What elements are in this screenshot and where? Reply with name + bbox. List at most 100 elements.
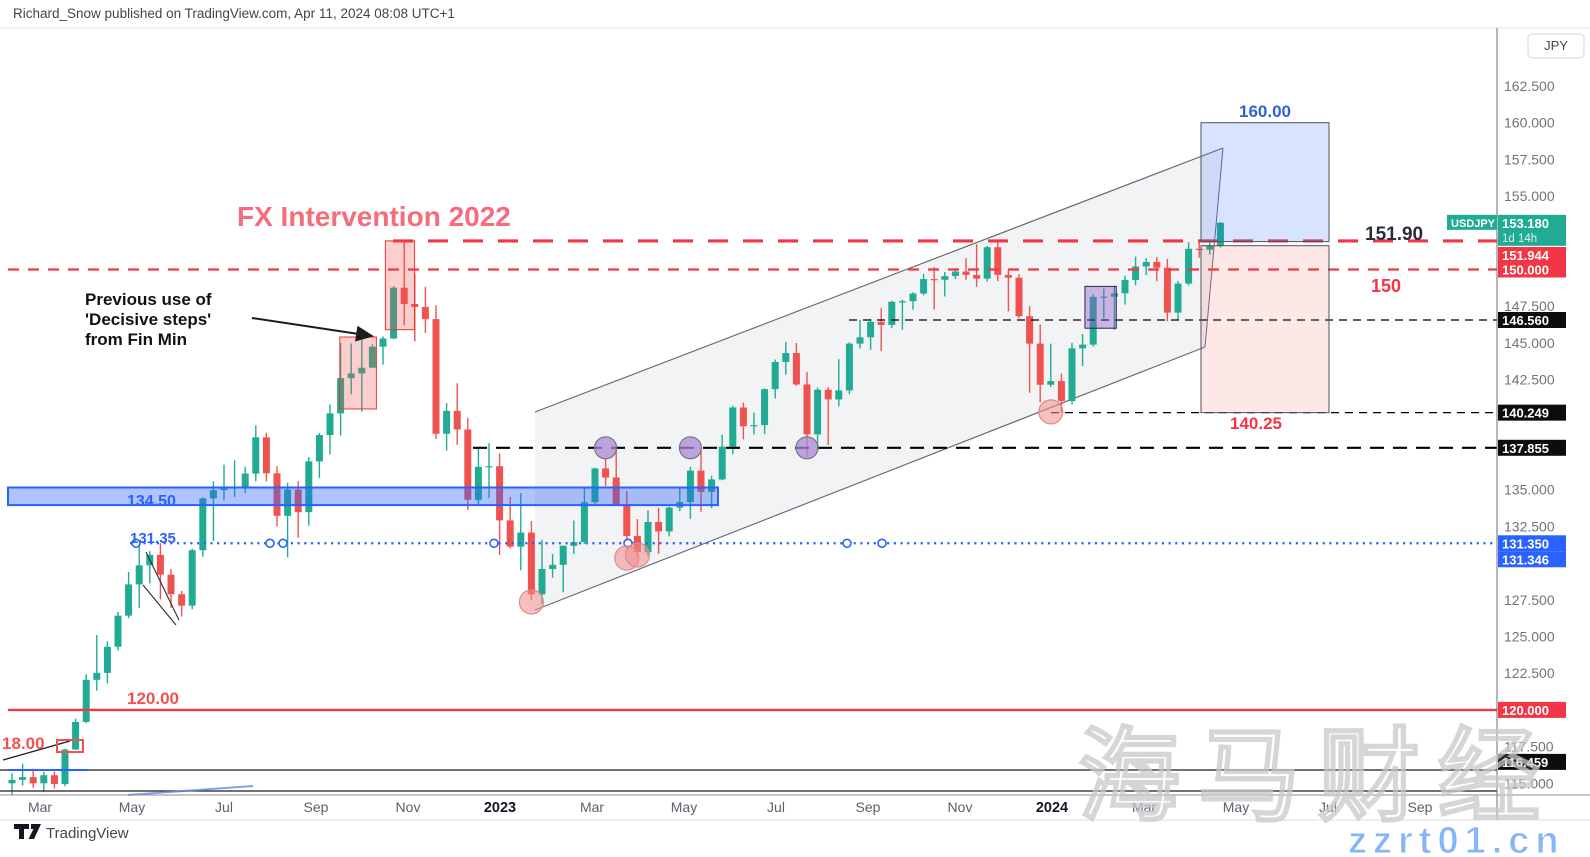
candle[interactable] <box>708 475 716 509</box>
candle[interactable] <box>1163 258 1171 322</box>
candle[interactable] <box>29 768 37 788</box>
candle[interactable] <box>729 405 737 455</box>
candle[interactable] <box>188 548 196 610</box>
candle[interactable] <box>867 318 875 350</box>
candle[interactable] <box>612 446 620 505</box>
purple-touch-circle[interactable] <box>678 436 703 460</box>
candle[interactable] <box>697 449 705 512</box>
candle[interactable] <box>358 329 366 412</box>
candle[interactable] <box>1047 343 1055 388</box>
candle[interactable] <box>379 336 387 365</box>
candle[interactable] <box>1036 324 1044 403</box>
candle[interactable] <box>549 553 557 578</box>
candle[interactable] <box>686 466 694 519</box>
candle[interactable] <box>1216 221 1224 248</box>
candle[interactable] <box>1079 334 1087 367</box>
candle[interactable] <box>125 571 133 619</box>
decisive-note-line1[interactable]: Previous use of <box>85 290 212 309</box>
candle[interactable] <box>877 308 885 352</box>
candle[interactable] <box>432 305 440 439</box>
candle[interactable] <box>1110 285 1118 330</box>
candle[interactable] <box>771 359 779 399</box>
purple-touch-circle[interactable] <box>795 436 819 460</box>
candle[interactable] <box>1004 269 1012 312</box>
candle[interactable] <box>167 568 175 608</box>
candle[interactable] <box>1121 275 1129 305</box>
candle[interactable] <box>368 344 376 368</box>
intervention-box[interactable] <box>384 240 416 331</box>
candle[interactable] <box>824 387 832 445</box>
candle[interactable] <box>761 388 769 434</box>
candle[interactable] <box>941 271 949 297</box>
mini-channel-line[interactable] <box>145 551 180 621</box>
purple-touch-circle[interactable] <box>593 436 618 460</box>
candle[interactable] <box>644 510 652 556</box>
candle[interactable] <box>580 487 588 545</box>
candle[interactable] <box>252 425 260 482</box>
pink-low-circle[interactable] <box>624 542 651 568</box>
currency-button[interactable]: JPY <box>1527 33 1585 59</box>
candle[interactable] <box>1185 242 1193 286</box>
trend-channel-lower-line[interactable] <box>534 346 1206 611</box>
candle[interactable] <box>103 641 111 684</box>
candle[interactable] <box>50 771 58 789</box>
candle[interactable] <box>835 359 843 407</box>
candle[interactable] <box>623 491 631 541</box>
candle[interactable] <box>920 273 928 296</box>
candle[interactable] <box>655 507 663 554</box>
candle[interactable] <box>718 434 726 481</box>
candle[interactable] <box>792 343 800 386</box>
candle[interactable] <box>1132 256 1140 286</box>
candle[interactable] <box>294 481 302 538</box>
level-13135-label[interactable]: 131.35 <box>130 530 176 547</box>
candle[interactable] <box>262 432 270 482</box>
candle[interactable] <box>209 481 217 542</box>
candle[interactable] <box>1015 274 1023 319</box>
candle[interactable] <box>464 417 472 510</box>
candle[interactable] <box>326 404 334 455</box>
price-axis[interactable]: 162.500 160.000 157.500 155.000 147.500 145.0… <box>1447 78 1566 791</box>
target-160-label[interactable]: 160.00 <box>1239 102 1291 121</box>
candle[interactable] <box>1174 281 1182 320</box>
level-150-label[interactable]: 150 <box>1371 276 1401 296</box>
zone-13450-label[interactable]: 134.50 <box>127 493 176 510</box>
candle[interactable] <box>135 544 143 608</box>
candle[interactable] <box>8 773 16 795</box>
candle[interactable] <box>93 635 101 691</box>
tradingview-logo[interactable]: TradingView <box>14 824 129 842</box>
target-14025-label[interactable]: 140.25 <box>1230 414 1282 433</box>
candle[interactable] <box>538 539 546 604</box>
pink-low-circle[interactable] <box>1038 399 1064 425</box>
candle[interactable] <box>347 343 355 395</box>
candle[interactable] <box>1195 240 1203 258</box>
candle[interactable] <box>400 240 408 326</box>
candle[interactable] <box>739 402 747 440</box>
candle[interactable] <box>421 286 429 334</box>
candle[interactable] <box>1068 342 1076 405</box>
candle[interactable] <box>241 466 249 494</box>
candle[interactable] <box>474 447 482 506</box>
candle[interactable] <box>443 403 451 451</box>
candle[interactable] <box>1026 306 1034 393</box>
candle[interactable] <box>856 319 864 349</box>
candle[interactable] <box>888 300 896 329</box>
candle[interactable] <box>527 520 535 601</box>
candle[interactable] <box>602 458 610 486</box>
trend-channel-upper-line[interactable] <box>534 147 1224 413</box>
candle[interactable] <box>453 383 461 445</box>
annotation-arrow[interactable] <box>251 317 374 342</box>
projection-box-downside[interactable] <box>1200 245 1330 414</box>
level-15190-label[interactable]: 151.90 <box>1365 224 1423 245</box>
candle[interactable] <box>337 343 345 436</box>
candle[interactable] <box>82 674 90 724</box>
purple-highlight-rect[interactable] <box>1084 285 1117 329</box>
level-118-label[interactable]: 18.00 <box>2 734 45 753</box>
candle[interactable] <box>199 497 207 557</box>
candle[interactable] <box>315 432 323 478</box>
supply-zone-13450[interactable] <box>7 486 719 507</box>
candle[interactable] <box>909 292 917 310</box>
candle[interactable] <box>178 590 186 617</box>
candle[interactable] <box>665 506 673 537</box>
candle[interactable] <box>1206 240 1214 255</box>
